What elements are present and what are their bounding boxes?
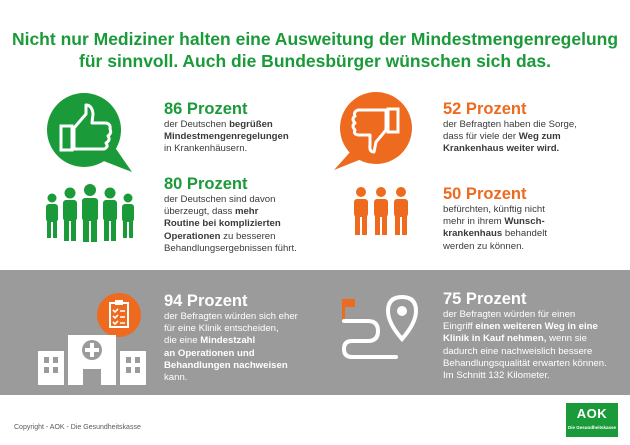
thumbs-up-icon	[47, 93, 132, 172]
infographic-title: Nicht nur Mediziner halten eine Ausweitu…	[0, 28, 630, 72]
logo-tagline: Die Gesundheitskasse	[567, 425, 617, 430]
stat-94-percent: 94 Prozent	[164, 292, 248, 310]
stat-80-text: der Deutschen sind davon überzeugt, dass…	[164, 194, 297, 254]
hospital-icon	[38, 335, 146, 385]
stat-86-text: der Deutschen begrüßen Mindestmengenrege…	[164, 119, 289, 155]
copyright-footer: Copyright - AOK - Die Gesundheitskasse	[14, 424, 141, 431]
stat-80: 80 Prozent der Deutschen sind davon über…	[164, 175, 334, 255]
title-line-2: für sinnvoll. Auch die Bundesbürger wüns…	[79, 51, 551, 71]
stat-86: 86 Prozent der Deutschen begrüßen Mindes…	[164, 100, 324, 156]
stat-75: 75 Prozent der Befragten würden für eine…	[443, 290, 628, 382]
stat-50-text: befürchten, künftig nicht mehr in ihrem …	[443, 204, 548, 252]
people-group-orange-icon	[354, 187, 408, 235]
stat-50: 50 Prozent befürchten, künftig nicht meh…	[443, 185, 613, 253]
stat-52-text: der Befragten haben die Sorge, dass für …	[443, 119, 577, 155]
stat-86-percent: 86 Prozent	[164, 100, 248, 118]
stat-94: 94 Prozent der Befragten würden sich ehe…	[164, 292, 344, 384]
thumbs-down-icon	[334, 92, 412, 170]
people-group-icon	[46, 184, 134, 242]
stat-75-text: der Befragten würden für einen Eingriff …	[443, 309, 607, 382]
clipboard-checklist-icon	[97, 293, 141, 337]
stat-52: 52 Prozent der Befragten haben die Sorge…	[443, 100, 613, 156]
stat-80-percent: 80 Prozent	[164, 175, 248, 193]
title-line-1: Nicht nur Mediziner halten eine Ausweitu…	[11, 29, 619, 49]
stat-52-percent: 52 Prozent	[443, 100, 527, 118]
aok-logo: AOK Die Gesundheitskasse	[566, 403, 618, 437]
stat-94-text: der Befragten würden sich eher für eine …	[164, 311, 298, 384]
stat-50-percent: 50 Prozent	[443, 185, 527, 203]
logo-name: AOK	[576, 406, 608, 421]
stat-75-percent: 75 Prozent	[443, 290, 527, 308]
route-pin-icon	[342, 294, 419, 359]
